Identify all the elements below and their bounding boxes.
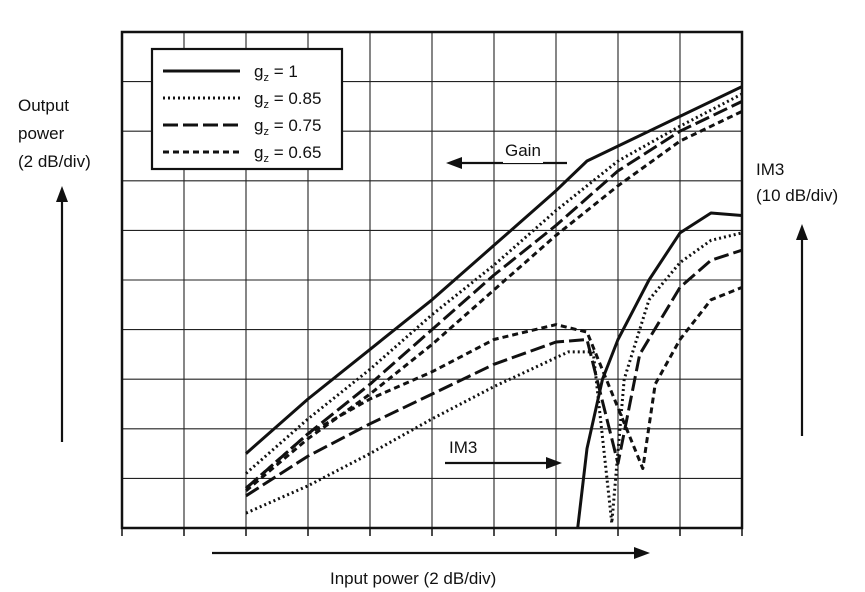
y-axis-label-line-1: Output — [18, 96, 70, 115]
legend-label-3: gz = 0.75 — [254, 116, 321, 138]
gain-curve-series-1 — [245, 85, 742, 455]
gain-curve-series-4 — [245, 110, 742, 492]
y-axis-label-line-3: (2 dB/div) — [18, 152, 91, 171]
grid — [122, 32, 742, 528]
legend-box — [150, 47, 344, 171]
im3-annotation: IM3 — [447, 435, 480, 460]
y2-axis-label-line-1: IM3 — [756, 160, 785, 179]
curves — [245, 85, 742, 528]
gain-annotation: Gain — [503, 138, 543, 163]
y2-axis-arrow-head — [796, 224, 808, 240]
y2-axis-label-line-2: (10 dB/div) — [756, 186, 839, 205]
x-axis-arrow-head — [634, 547, 650, 559]
gain-curve-series-3 — [245, 100, 742, 490]
y-axis-label-line-2: power — [18, 124, 65, 143]
x-axis-label: Input power (2 dB/div) — [330, 569, 497, 588]
im3-curve-series-4 — [245, 286, 742, 490]
legend-label-2: gz = 0.85 — [254, 89, 321, 111]
y-axis-arrow-head — [56, 186, 68, 202]
im3-arrow-head — [546, 457, 562, 469]
im3-curve-series-1 — [576, 211, 742, 528]
legend-label-1: gz = 1 — [254, 62, 298, 84]
im3-curve-series-3 — [245, 248, 742, 498]
legend: gz = 1 gz = 0.85 gz = 0.75 gz = 0.65 — [150, 47, 344, 171]
gain-arrow-head — [446, 157, 462, 169]
x-axis-ticks — [121, 528, 743, 536]
im3-curve-series-2 — [245, 231, 742, 525]
legend-label-4: gz = 0.65 — [254, 143, 321, 165]
